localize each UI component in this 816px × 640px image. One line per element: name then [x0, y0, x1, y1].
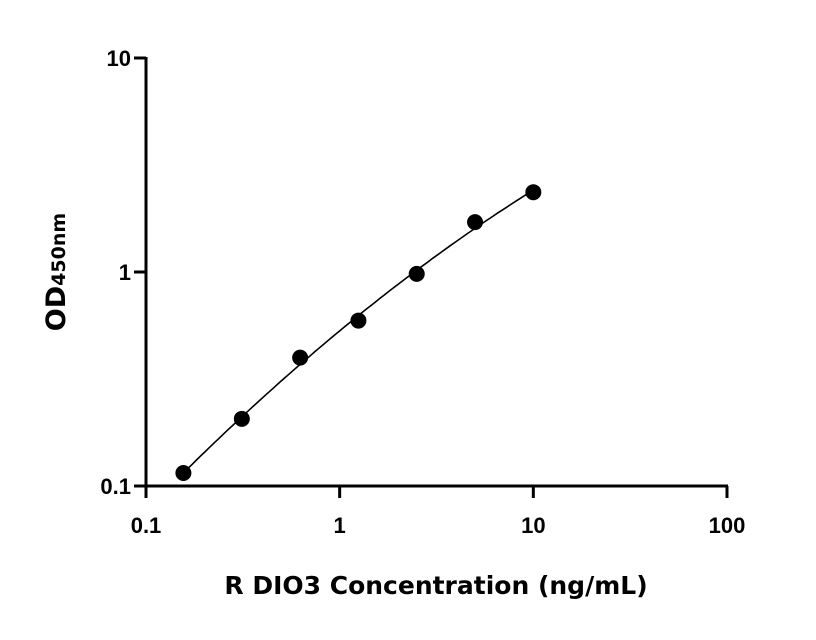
x-axis-label: R DIO3 Concentration (ng/mL): [224, 571, 647, 600]
y-axis-label: OD450nm: [41, 213, 72, 331]
data-point: [175, 465, 192, 482]
fit-curve: [182, 189, 534, 474]
data-point: [408, 265, 425, 282]
data-point: [233, 410, 250, 427]
x-tick-label: 100: [709, 513, 746, 538]
x-tick-label: 10: [521, 513, 545, 538]
x-tick-label: 1: [334, 513, 346, 538]
y-tick-label: 1: [119, 260, 131, 285]
data-point: [350, 312, 367, 329]
data-point: [292, 349, 309, 366]
y-tick-label: 0.1: [100, 474, 131, 499]
y-axis-label-main: OD: [41, 286, 72, 331]
data-point: [525, 184, 542, 201]
y-tick-label: 10: [107, 46, 131, 71]
x-tick-label: 0.1: [131, 513, 162, 538]
data-point: [467, 214, 484, 231]
y-axis-label-subscript: 450nm: [48, 213, 70, 286]
